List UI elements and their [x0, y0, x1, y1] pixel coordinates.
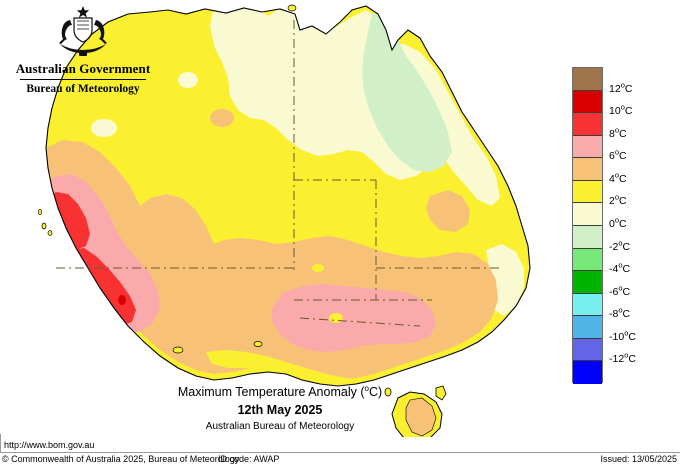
legend-swatch-minus4: [573, 248, 602, 272]
king-island: [384, 387, 392, 397]
anomaly-patch-2to4-nt: [312, 264, 324, 272]
legend-swatch-4: [573, 158, 602, 181]
australian-coat-of-arms-icon: [59, 6, 107, 56]
flinders-island: [435, 385, 447, 401]
legend-label-4: 4oC: [609, 170, 627, 185]
id-code-text: ID code: AWAP: [218, 454, 280, 464]
legend-swatch-minus6: [573, 271, 602, 294]
footer-bar: © Commonwealth of Australia 2025, Bureau…: [0, 454, 680, 467]
anomaly-band-6to8-southeast: [272, 284, 436, 352]
legend-label-6: 6oC: [609, 147, 627, 163]
legend-swatch-minus12: [573, 338, 602, 362]
caption-title: Maximum Temperature Anomaly (oC): [177, 383, 383, 399]
australia-anomaly-map: [38, 4, 531, 437]
anomaly-band-minus2to0-capeyork: [362, 10, 452, 172]
legend-swatch-minus2: [573, 225, 602, 249]
legend-swatch-6: [573, 135, 602, 159]
government-title: Australian Government: [15, 61, 151, 76]
legend-label-10: 10oC: [609, 102, 633, 118]
anomaly-band-2to4-south-coast: [206, 350, 364, 386]
legend-label-minus8: -8oC: [609, 305, 631, 321]
legend-label-12: 12oC: [609, 80, 633, 95]
legend-swatch-minus10: [573, 316, 602, 339]
caption-date: 12th May 2025: [237, 403, 323, 417]
tasmania: [384, 385, 447, 437]
anomaly-patch-0to2-wa: [91, 119, 117, 137]
legend-swatch-0: [573, 203, 602, 226]
legend-label-0: 0oC: [609, 215, 627, 230]
state-borders: [56, 20, 500, 327]
offshore-islands: [38, 4, 297, 354]
anomaly-patch-2to4-se: [329, 313, 343, 323]
legend-label-minus4: -4oC: [609, 260, 631, 276]
footer-left-border: [0, 434, 1, 453]
agency-title: Bureau of Meteorology: [26, 83, 140, 95]
legend-label-minus10: -10oC: [609, 328, 636, 343]
legend-swatch-10: [573, 90, 602, 114]
copyright-text: © Commonwealth of Australia 2025, Bureau…: [2, 454, 240, 464]
anomaly-patch-4to6-nt-interior: [210, 109, 234, 127]
anomaly-patch-0to2-kimberley: [178, 72, 198, 88]
bom-url[interactable]: http://www.bom.gov.au: [4, 440, 95, 450]
legend-swatch-12: [573, 68, 602, 91]
map-graphic: [38, 4, 531, 437]
legend-label-8: 8oC: [609, 125, 627, 140]
branding-divider: [20, 79, 146, 80]
temperature-anomaly-legend: 12oC 10oC 8oC 6oC 4oC 2oC 0oC -2oC -4oC -6oC -8oC -…: [572, 67, 672, 385]
legend-tick-labels: 12oC 10oC 8oC 6oC 4oC 2oC 0oC -2oC -4oC -6oC -8oC -…: [609, 67, 671, 383]
australia-coastline: [45, 5, 531, 387]
anomaly-core-10to12: [118, 295, 126, 305]
legend-swatch-8: [573, 113, 602, 136]
legend-label-minus6: -6oC: [609, 283, 631, 298]
branding-block: Australian Government Bureau of Meteorol…: [8, 4, 158, 95]
legend-swatch-2: [573, 180, 602, 204]
map-caption: Maximum Temperature Anomaly (oC) 12th Ma…: [120, 383, 440, 434]
legend-label-2: 2oC: [609, 192, 627, 208]
legend-colorbar: [572, 67, 603, 384]
issued-date-text: Issued: 13/05/2025: [600, 454, 677, 464]
legend-label-minus2: -2oC: [609, 238, 631, 253]
anomaly-patch-4to6-qld: [426, 190, 470, 232]
footer-divider: [0, 452, 680, 453]
legend-swatch-minus8: [573, 293, 602, 317]
legend-swatch-lowest: [573, 361, 602, 384]
legend-label-minus12: -12oC: [609, 350, 636, 366]
caption-organisation: Australian Bureau of Meteorology: [205, 421, 355, 432]
